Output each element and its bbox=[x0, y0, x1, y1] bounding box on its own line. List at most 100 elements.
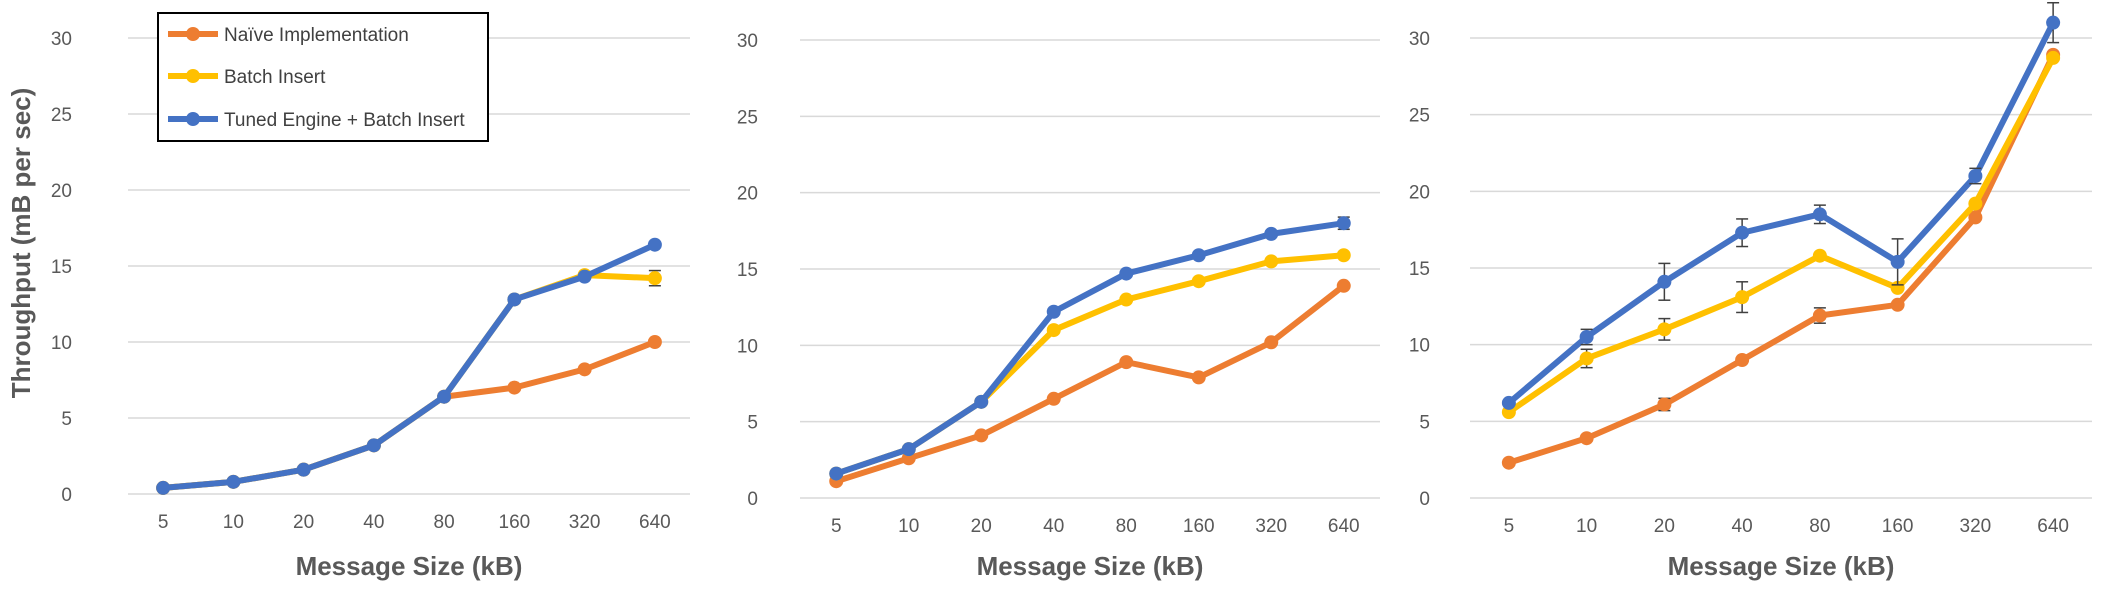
legend-entry-naive: Naïve Implementation bbox=[168, 25, 409, 46]
series-line bbox=[160, 241, 658, 491]
series-line bbox=[833, 252, 1347, 477]
x-tick-label: 320 bbox=[1255, 516, 1287, 537]
x-axis-title: Message Size (kB) bbox=[1668, 551, 1895, 581]
series-batch bbox=[156, 268, 662, 495]
legend-label: Tuned Engine + Batch Insert bbox=[224, 110, 465, 131]
legend: Naïve Implementation Batch Insert Tuned En… bbox=[157, 12, 489, 142]
data-point bbox=[1336, 248, 1351, 263]
data-point bbox=[1735, 290, 1750, 305]
series-line bbox=[1505, 19, 2057, 406]
x-tick-label: 10 bbox=[898, 516, 919, 537]
data-point bbox=[1336, 278, 1351, 293]
data-point bbox=[507, 380, 522, 395]
data-point bbox=[901, 442, 916, 457]
x-tick-label: 10 bbox=[223, 512, 244, 533]
data-point bbox=[1046, 391, 1061, 406]
y-axis-title: Throughput (mB per sec) bbox=[6, 88, 36, 399]
y-tick-label: 10 bbox=[1409, 336, 1430, 357]
data-point bbox=[1968, 169, 1983, 183]
data-point bbox=[577, 362, 592, 377]
data-point bbox=[1119, 266, 1134, 281]
series-tuned bbox=[156, 237, 662, 495]
y-tick-label: 10 bbox=[51, 333, 72, 354]
y-tick-label: 30 bbox=[1409, 29, 1430, 50]
legend-marker bbox=[186, 112, 200, 126]
data-point bbox=[1191, 370, 1206, 385]
y-tick-label: 25 bbox=[1409, 106, 1430, 127]
data-point bbox=[1657, 322, 1672, 337]
data-point bbox=[1579, 431, 1594, 446]
data-point bbox=[647, 237, 662, 252]
x-tick-label: 320 bbox=[569, 512, 601, 533]
data-point bbox=[1890, 254, 1905, 269]
y-tick-label: 0 bbox=[1419, 489, 1430, 510]
series-line bbox=[833, 220, 1347, 477]
data-point bbox=[1046, 304, 1061, 319]
data-point bbox=[507, 292, 522, 307]
x-tick-label: 160 bbox=[1183, 516, 1215, 537]
x-tick-label: 5 bbox=[831, 516, 842, 537]
y-tick-label: 5 bbox=[1419, 412, 1430, 433]
data-point bbox=[1119, 292, 1134, 307]
y-tick-label: 25 bbox=[51, 105, 72, 126]
data-point bbox=[2046, 50, 2061, 65]
series-naive bbox=[156, 335, 662, 495]
x-tick-label: 20 bbox=[293, 512, 314, 533]
x-tick-label: 160 bbox=[1882, 516, 1914, 537]
series-tuned bbox=[829, 216, 1351, 481]
x-tick-label: 80 bbox=[1116, 516, 1137, 537]
data-point bbox=[1812, 248, 1827, 263]
x-tick-label: 80 bbox=[1809, 516, 1830, 537]
data-point bbox=[156, 480, 171, 495]
chart-panel-2: 0 5 10 15 20 25 30 5 10 20 40 80 160 320 640 Message Si… bbox=[737, 31, 1380, 581]
data-point bbox=[226, 474, 241, 489]
data-point bbox=[974, 394, 989, 409]
series-line bbox=[1505, 51, 2057, 466]
data-point bbox=[1968, 210, 1983, 225]
y-tick-label: 10 bbox=[737, 336, 758, 357]
data-point bbox=[1264, 226, 1279, 241]
data-point bbox=[1191, 248, 1206, 263]
data-point bbox=[366, 438, 381, 453]
x-tick-label: 80 bbox=[434, 512, 455, 533]
legend-label: Batch Insert bbox=[224, 67, 326, 88]
y-tick-label: 30 bbox=[51, 29, 72, 50]
data-point bbox=[1119, 355, 1134, 370]
y-tick-label: 20 bbox=[51, 181, 72, 202]
y-tick-label: 0 bbox=[61, 485, 72, 506]
data-point bbox=[1812, 207, 1827, 222]
x-axis-title: Message Size (kB) bbox=[977, 551, 1204, 581]
series-line bbox=[1505, 54, 2057, 416]
data-point bbox=[296, 462, 311, 477]
legend-entry-batch: Batch Insert bbox=[168, 67, 326, 88]
data-point bbox=[1735, 353, 1750, 367]
x-axis-title: Message Size (kB) bbox=[296, 551, 523, 581]
data-point bbox=[1657, 274, 1672, 289]
data-point bbox=[1264, 254, 1279, 269]
y-tick-label: 30 bbox=[737, 31, 758, 52]
data-point bbox=[1735, 225, 1750, 240]
x-tick-label: 20 bbox=[1654, 516, 1675, 537]
series-naive bbox=[1501, 47, 2061, 470]
data-point bbox=[1890, 297, 1905, 312]
x-tick-label: 10 bbox=[1576, 516, 1597, 537]
legend-entry-tuned: Tuned Engine + Batch Insert bbox=[168, 110, 465, 131]
y-tick-label: 25 bbox=[737, 107, 758, 128]
data-point bbox=[1812, 308, 1827, 323]
series-tuned bbox=[1501, 1, 2061, 410]
y-tick-label: 15 bbox=[737, 260, 758, 281]
x-tick-label: 640 bbox=[639, 512, 671, 533]
data-point bbox=[577, 269, 592, 284]
series-line bbox=[833, 282, 1347, 485]
x-tick-label: 640 bbox=[2037, 516, 2069, 537]
y-tick-label: 5 bbox=[61, 409, 72, 430]
chart-panel-3: 0 5 10 15 20 25 30 5 10 20 40 80 160 320 640 Message Si… bbox=[1409, 1, 2092, 581]
legend-marker bbox=[186, 27, 200, 41]
y-tick-label: 20 bbox=[1409, 182, 1430, 203]
data-point bbox=[2046, 15, 2061, 30]
data-point bbox=[974, 428, 989, 443]
data-point bbox=[1501, 395, 1516, 410]
y-tick-label: 15 bbox=[1409, 259, 1430, 280]
y-tick-label: 20 bbox=[737, 184, 758, 205]
data-point bbox=[647, 335, 662, 349]
